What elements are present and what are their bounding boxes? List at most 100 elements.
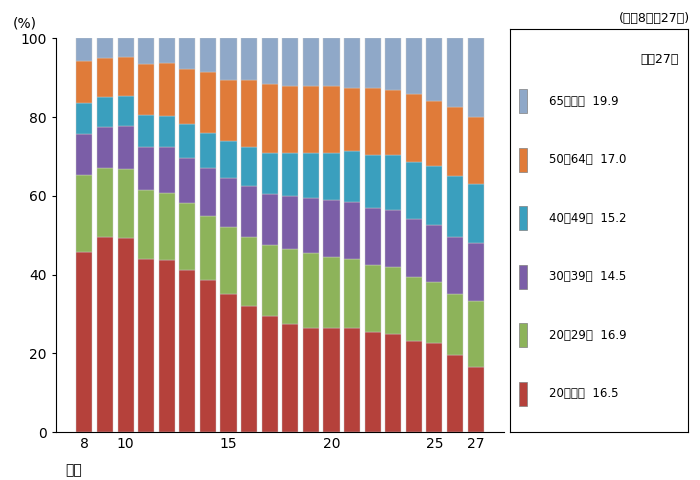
- Bar: [303, 198, 319, 253]
- Bar: [468, 367, 484, 432]
- Bar: [385, 334, 401, 432]
- Bar: [159, 116, 175, 147]
- Bar: [323, 85, 340, 153]
- Bar: [220, 294, 237, 432]
- Bar: [138, 190, 154, 259]
- Bar: [179, 270, 195, 432]
- Bar: [447, 107, 463, 176]
- Bar: [97, 127, 113, 168]
- Text: 平成: 平成: [66, 464, 83, 478]
- Text: 65歳以上  19.9: 65歳以上 19.9: [549, 95, 619, 108]
- Bar: [118, 38, 134, 57]
- Bar: [303, 85, 319, 153]
- Bar: [179, 38, 195, 69]
- Y-axis label: (%): (%): [13, 16, 36, 31]
- Bar: [282, 324, 298, 432]
- Bar: [447, 237, 463, 294]
- Bar: [76, 61, 92, 103]
- Bar: [179, 124, 195, 157]
- Bar: [365, 208, 381, 264]
- Bar: [323, 257, 340, 328]
- Bar: [241, 186, 257, 237]
- Bar: [426, 226, 442, 282]
- Bar: [179, 203, 195, 270]
- FancyBboxPatch shape: [519, 382, 527, 406]
- Bar: [97, 38, 113, 58]
- Bar: [262, 38, 278, 84]
- Bar: [159, 260, 175, 432]
- Bar: [385, 90, 401, 155]
- Bar: [118, 96, 134, 126]
- Bar: [200, 72, 216, 133]
- Bar: [138, 38, 154, 64]
- Bar: [138, 64, 154, 115]
- Bar: [303, 38, 319, 85]
- Bar: [385, 38, 401, 90]
- Bar: [118, 57, 134, 96]
- Bar: [97, 97, 113, 127]
- Bar: [468, 300, 484, 367]
- Bar: [138, 147, 154, 190]
- Bar: [406, 219, 422, 276]
- Bar: [241, 237, 257, 306]
- Bar: [118, 238, 134, 432]
- Bar: [303, 328, 319, 432]
- FancyBboxPatch shape: [519, 148, 527, 172]
- Bar: [344, 202, 360, 259]
- Bar: [76, 252, 92, 432]
- Bar: [282, 196, 298, 249]
- Bar: [200, 38, 216, 72]
- Bar: [385, 210, 401, 267]
- Bar: [220, 228, 237, 294]
- Bar: [179, 157, 195, 203]
- FancyBboxPatch shape: [519, 89, 527, 113]
- Bar: [365, 332, 381, 432]
- Bar: [200, 216, 216, 280]
- Text: 50～64歳  17.0: 50～64歳 17.0: [549, 153, 626, 167]
- Text: (平成8年～27年): (平成8年～27年): [618, 12, 690, 25]
- Bar: [303, 153, 319, 198]
- Bar: [426, 167, 442, 226]
- Bar: [323, 328, 340, 432]
- Bar: [282, 38, 298, 85]
- Bar: [76, 134, 92, 175]
- Bar: [447, 294, 463, 355]
- Bar: [159, 192, 175, 260]
- Bar: [406, 341, 422, 432]
- FancyBboxPatch shape: [519, 323, 527, 348]
- Bar: [468, 243, 484, 300]
- Bar: [426, 101, 442, 167]
- Bar: [200, 280, 216, 432]
- Bar: [282, 249, 298, 324]
- Bar: [344, 87, 360, 151]
- Bar: [220, 80, 237, 141]
- Bar: [468, 117, 484, 184]
- Bar: [426, 282, 442, 344]
- Bar: [406, 276, 422, 341]
- Bar: [97, 237, 113, 432]
- FancyBboxPatch shape: [519, 264, 527, 289]
- Bar: [76, 175, 92, 252]
- Bar: [138, 259, 154, 432]
- Bar: [323, 200, 340, 257]
- Bar: [159, 63, 175, 116]
- Bar: [97, 168, 113, 237]
- Bar: [159, 147, 175, 192]
- Bar: [241, 38, 257, 80]
- Text: 20～29歳  16.9: 20～29歳 16.9: [549, 329, 626, 342]
- Bar: [179, 69, 195, 124]
- Bar: [200, 133, 216, 168]
- Bar: [241, 80, 257, 147]
- Bar: [385, 155, 401, 210]
- Bar: [323, 153, 340, 200]
- Bar: [447, 355, 463, 432]
- Bar: [468, 38, 484, 117]
- Bar: [118, 169, 134, 238]
- Bar: [468, 184, 484, 243]
- Bar: [323, 38, 340, 85]
- Bar: [262, 245, 278, 316]
- Bar: [426, 38, 442, 101]
- Bar: [262, 153, 278, 194]
- Text: 20歳未満  16.5: 20歳未満 16.5: [549, 387, 618, 400]
- Bar: [76, 103, 92, 134]
